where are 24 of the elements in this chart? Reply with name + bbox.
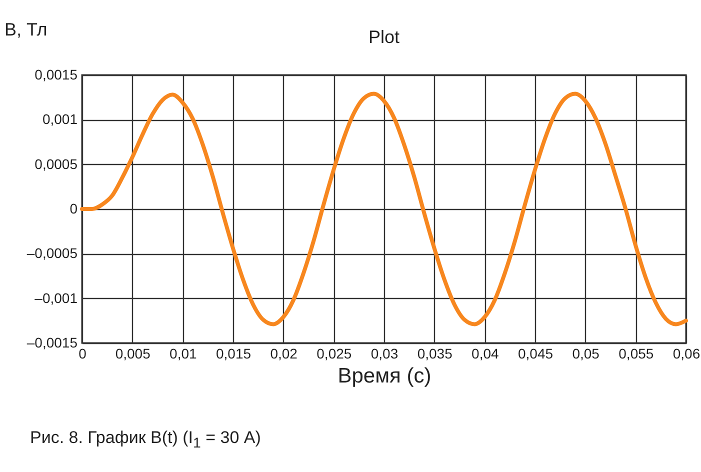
chart-title: Plot: [368, 27, 400, 47]
x-tick-label: 0,03: [370, 346, 398, 362]
x-tick-label: 0,02: [270, 346, 298, 362]
x-tick-label: 0,06: [672, 346, 700, 362]
y-tick-label: 0,0005: [34, 156, 78, 172]
x-axis-title: Время (с): [338, 364, 432, 388]
y-axis-title: B, Тл: [4, 20, 48, 40]
line-series: [80, 92, 688, 326]
y-tick-label: –0,0015: [26, 334, 78, 350]
y-tick-label: 0: [70, 200, 78, 216]
y-tick-label: –0,001: [34, 290, 78, 306]
x-tick-label: 0,025: [316, 346, 352, 362]
x-tick-label: 0,005: [115, 346, 151, 362]
x-tick-label: 0,045: [518, 346, 554, 362]
y-tick-label: –0,0005: [26, 245, 78, 262]
x-tick-label: 0,05: [572, 346, 600, 362]
x-tick-label: 0,01: [170, 346, 198, 362]
x-tick-label: 0,04: [472, 346, 500, 362]
x-tick-label: 0,015: [216, 346, 252, 362]
y-tick-label: 0,0015: [34, 66, 78, 82]
text: Рис. 8. График B(t) (I$_{1}$ = 30 А): [30, 428, 261, 452]
y-tick-label: 0,001: [42, 111, 78, 128]
x-tick-label: 0,035: [417, 346, 453, 362]
x-tick-label: 0,055: [618, 346, 654, 362]
